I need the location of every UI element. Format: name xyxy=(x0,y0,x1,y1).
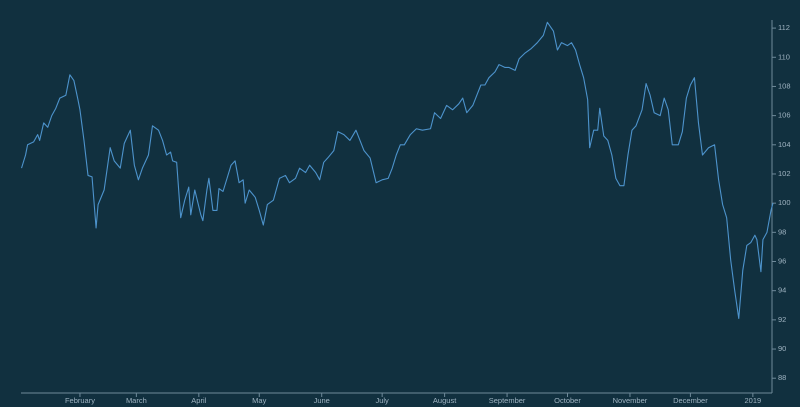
y-tick-label: 96 xyxy=(778,256,786,265)
x-tick-label: July xyxy=(375,396,389,405)
x-tick-label: May xyxy=(252,396,266,405)
y-tick-label: 110 xyxy=(778,52,790,61)
x-tick-label: February xyxy=(65,396,95,405)
y-tick-label: 112 xyxy=(778,23,790,32)
y-tick-label: 88 xyxy=(778,373,786,382)
x-tick-label: June xyxy=(314,396,330,405)
y-tick-label: 106 xyxy=(778,111,791,120)
y-tick-label: 108 xyxy=(778,81,791,90)
x-tick-label: 2019 xyxy=(745,396,762,405)
y-tick-label: 98 xyxy=(778,227,786,236)
x-tick-label: August xyxy=(433,396,457,405)
x-tick-label: September xyxy=(489,396,526,405)
y-tick-label: 92 xyxy=(778,315,786,324)
line xyxy=(21,21,774,319)
x-tick-label: November xyxy=(613,396,648,405)
x-tick-label: December xyxy=(673,396,708,405)
y-tick-label: 90 xyxy=(778,344,786,353)
x-tick-label: October xyxy=(554,396,581,405)
y-tick-label: 102 xyxy=(778,169,791,178)
x-tick-label: March xyxy=(126,396,147,405)
x-tick-label: April xyxy=(191,396,206,405)
y-tick-label: 104 xyxy=(778,140,791,149)
y-tick-label: 100 xyxy=(778,198,791,207)
y-tick-label: 94 xyxy=(778,286,786,295)
